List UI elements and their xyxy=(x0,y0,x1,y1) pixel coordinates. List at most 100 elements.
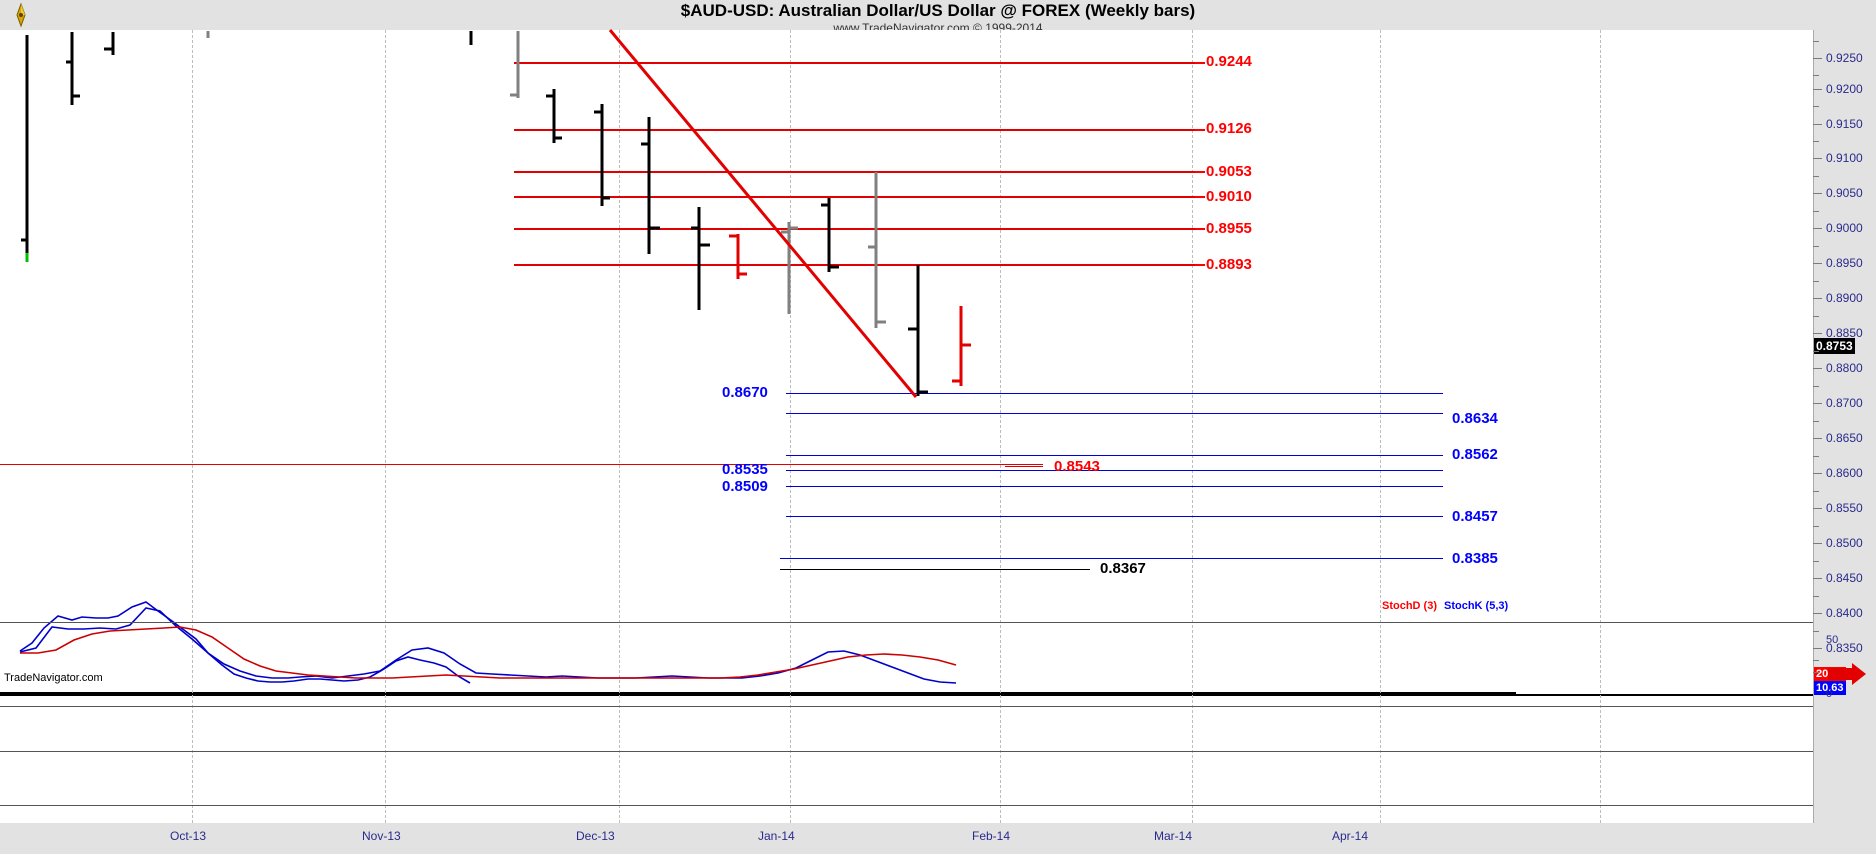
resistance-tick xyxy=(1195,171,1205,173)
support-line-4[interactable] xyxy=(786,486,1443,487)
axis-tick xyxy=(1813,648,1822,649)
time-tick-label-1: Nov-13 xyxy=(362,829,401,843)
red-mid-label: 0.8543 xyxy=(1054,458,1100,475)
stochastic-panel[interactable] xyxy=(0,696,1516,823)
axis-tick xyxy=(1813,578,1822,579)
vertical-gridline xyxy=(1600,30,1601,823)
axis-minor-tick xyxy=(1813,211,1819,212)
black-level-line[interactable] xyxy=(780,569,1090,570)
black-level-label: 0.8367 xyxy=(1100,560,1146,577)
resistance-label-0: 0.9244 xyxy=(1206,53,1252,70)
support-line-1[interactable] xyxy=(786,413,1443,414)
current-price-marker[interactable]: 0.8753 xyxy=(1814,338,1855,354)
support-line-0[interactable] xyxy=(786,393,1443,394)
axis-tick xyxy=(1813,473,1822,474)
price-tick-label-10: 0.8700 xyxy=(1826,396,1863,410)
axis-tick xyxy=(1813,124,1822,125)
resistance-line-3[interactable] xyxy=(514,196,1195,198)
resistance-label-3: 0.9010 xyxy=(1206,188,1252,205)
price-tick-label-15: 0.8450 xyxy=(1826,571,1863,585)
resistance-label-2: 0.9053 xyxy=(1206,163,1252,180)
resistance-line-4[interactable] xyxy=(514,228,1195,230)
price-tick-label-9: 0.8800 xyxy=(1826,361,1863,375)
axis-minor-tick xyxy=(1813,672,1819,673)
axis-minor-tick xyxy=(1813,316,1819,317)
vertical-gridline xyxy=(1380,30,1381,823)
time-axis-strip[interactable] xyxy=(0,823,1876,854)
price-tick-label-17: 0.8350 xyxy=(1826,641,1863,655)
axis-separator xyxy=(1813,30,1814,823)
resistance-line-2[interactable] xyxy=(514,171,1195,173)
axis-minor-tick xyxy=(1813,561,1819,562)
resistance-line-0[interactable] xyxy=(514,62,1195,64)
title-bar: $AUD-USD: Australian Dollar/US Dollar @ … xyxy=(0,0,1876,35)
support-line-2[interactable] xyxy=(786,455,1443,456)
time-tick-label-6: Apr-14 xyxy=(1332,829,1369,843)
axis-minor-tick xyxy=(1813,281,1819,282)
time-tick-label-4: Feb-14 xyxy=(972,829,1011,843)
red-midline-tick xyxy=(1005,466,1043,467)
resistance-label-1: 0.9126 xyxy=(1206,120,1252,137)
axis-tick xyxy=(1813,158,1822,159)
axis-tick xyxy=(1813,508,1822,509)
price-axis-strip[interactable] xyxy=(1813,30,1876,823)
stoch-scale-label-50: 50 xyxy=(1826,634,1839,646)
axis-minor-tick xyxy=(1813,75,1819,76)
stoch-gridline-50 xyxy=(0,751,1813,752)
axis-tick xyxy=(1813,613,1822,614)
axis-tick xyxy=(1813,368,1822,369)
resistance-tick xyxy=(1195,228,1205,230)
price-tick-label-3: 0.9100 xyxy=(1826,151,1863,165)
price-tick-label-13: 0.8550 xyxy=(1826,501,1863,515)
price-tick-label-11: 0.8650 xyxy=(1826,431,1863,445)
support-line-6[interactable] xyxy=(780,558,1443,559)
vertical-gridline xyxy=(385,30,386,823)
axis-tick xyxy=(1813,263,1822,264)
resistance-tick xyxy=(1195,129,1205,131)
vertical-gridline xyxy=(619,30,620,823)
price-tick-label-12: 0.8600 xyxy=(1826,466,1863,480)
support-line-3[interactable] xyxy=(786,470,1443,471)
axis-minor-tick xyxy=(1813,631,1819,632)
axis-tick xyxy=(1813,438,1822,439)
axis-minor-tick xyxy=(1813,246,1819,247)
axis-tick xyxy=(1813,403,1822,404)
time-tick-label-5: Mar-14 xyxy=(1154,829,1193,843)
page-title: $AUD-USD: Australian Dollar/US Dollar @ … xyxy=(680,1,1196,20)
time-tick-label-3: Jan-14 xyxy=(758,829,795,843)
axis-minor-tick xyxy=(1813,456,1819,457)
resistance-tick xyxy=(1195,196,1205,198)
price-tick-label-1: 0.9200 xyxy=(1826,82,1863,96)
price-tick-label-14: 0.8500 xyxy=(1826,536,1863,550)
price-tick-label-5: 0.9000 xyxy=(1826,221,1863,235)
panel-divider xyxy=(0,694,1813,696)
price-tick-label-6: 0.8950 xyxy=(1826,256,1863,270)
axis-minor-tick xyxy=(1813,660,1819,661)
axis-tick xyxy=(1813,89,1822,90)
resistance-tick xyxy=(1195,264,1205,266)
axis-minor-tick xyxy=(1813,421,1819,422)
red-midline[interactable] xyxy=(0,464,1043,465)
price-tick-label-8: 0.8850 xyxy=(1826,326,1863,340)
resistance-label-5: 0.8893 xyxy=(1206,256,1252,273)
resistance-tick xyxy=(1195,62,1205,64)
axis-minor-tick xyxy=(1813,141,1819,142)
axis-minor-tick xyxy=(1813,351,1819,352)
axis-minor-tick xyxy=(1813,176,1819,177)
stoch-gridline-upper xyxy=(0,622,1813,623)
support-line-5[interactable] xyxy=(786,516,1443,517)
axis-tick xyxy=(1813,228,1822,229)
vertical-gridline xyxy=(790,30,791,823)
vertical-gridline xyxy=(1192,30,1193,823)
support-label-right-0: 0.8634 xyxy=(1452,410,1498,427)
price-tick-label-16: 0.8400 xyxy=(1826,606,1863,620)
support-label-left-0: 0.8670 xyxy=(722,384,768,401)
stoch-d-value-badge: 20.21 xyxy=(1814,667,1846,681)
axis-minor-tick xyxy=(1813,41,1819,42)
resistance-line-1[interactable] xyxy=(514,129,1195,131)
resistance-line-5[interactable] xyxy=(514,264,1195,266)
tradenavigator-watermark: TradeNavigator.com xyxy=(4,672,103,684)
axis-minor-tick xyxy=(1813,491,1819,492)
time-tick-label-0: Oct-13 xyxy=(170,829,207,843)
